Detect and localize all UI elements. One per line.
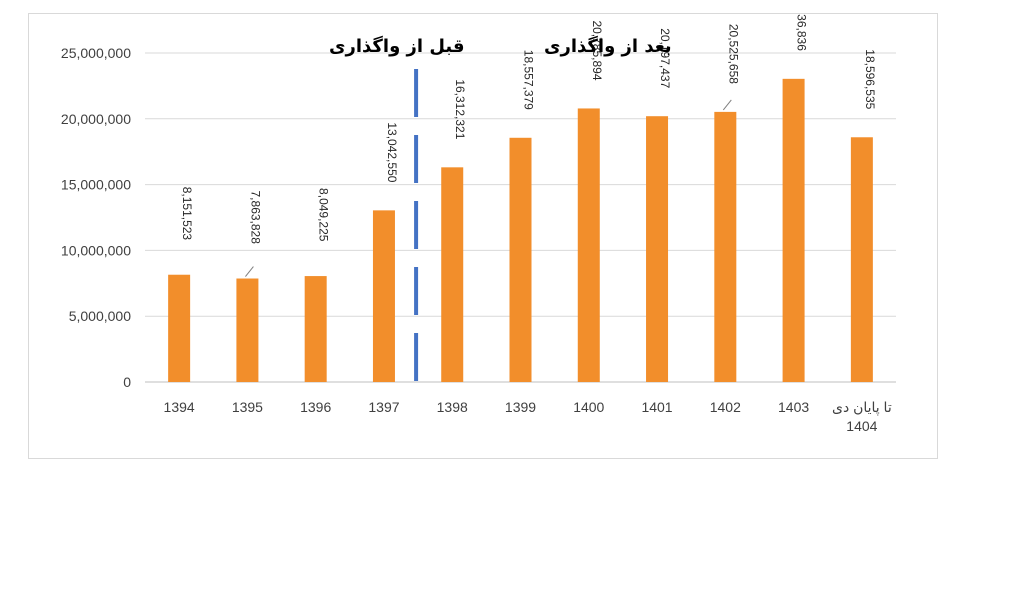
y-axis-tick-labels: 0 5,000,000 10,000,000 15,000,000 20,000,000… xyxy=(61,45,131,390)
data-label: 8,049,225 xyxy=(317,188,331,242)
x-tick-label: 1399 xyxy=(505,399,536,415)
data-label: 13,042,550 xyxy=(385,122,399,182)
bar xyxy=(441,167,464,382)
data-label-leader xyxy=(722,99,732,111)
x-tick-label: 1397 xyxy=(368,399,399,415)
y-tick-label: 15,000,000 xyxy=(61,177,131,193)
bar xyxy=(372,210,395,382)
x-tick-label: 1396 xyxy=(300,399,331,415)
bar xyxy=(168,274,191,382)
data-labels: 8,151,523 7,863,828 8,049,225 13,042,550 16,… xyxy=(180,14,877,277)
annotation-before-privatization: قبل از واگذاری xyxy=(329,35,465,57)
x-tick-label: 1404 xyxy=(846,418,877,434)
bar xyxy=(714,111,737,383)
data-label-leader xyxy=(245,266,254,277)
x-tick-label: 1401 xyxy=(641,399,672,415)
bar xyxy=(304,276,327,382)
chart-frame: 0 5,000,000 10,000,000 15,000,000 20,000,000… xyxy=(28,13,938,459)
y-tick-label: 0 xyxy=(123,374,131,390)
bars xyxy=(168,78,873,383)
data-label: 23,036,836 xyxy=(795,14,809,51)
data-label: 20,525,658 xyxy=(726,24,740,84)
x-tick-label: 1394 xyxy=(164,399,195,415)
y-tick-label: 10,000,000 xyxy=(61,242,131,258)
data-label: 20,197,437 xyxy=(658,28,672,88)
x-tick-label: تا پایان دی xyxy=(832,399,892,416)
x-tick-label: 1403 xyxy=(778,399,809,415)
x-tick-label: 1402 xyxy=(710,399,741,415)
data-label: 8,151,523 xyxy=(180,187,194,241)
bar-chart: 0 5,000,000 10,000,000 15,000,000 20,000,000… xyxy=(61,14,896,434)
bar xyxy=(850,137,873,382)
x-tick-label: 1398 xyxy=(437,399,468,415)
annotation-after-privatization: بعد از واگذاری xyxy=(544,35,672,57)
y-tick-label: 20,000,000 xyxy=(61,111,131,127)
x-tick-label: 1395 xyxy=(232,399,263,415)
bar xyxy=(782,78,805,382)
data-label: 7,863,828 xyxy=(248,191,262,245)
bar xyxy=(236,278,259,382)
data-label: 18,596,535 xyxy=(863,49,877,109)
y-tick-label: 25,000,000 xyxy=(61,45,131,61)
data-label: 18,557,379 xyxy=(522,50,536,110)
x-tick-label: 1400 xyxy=(573,399,604,415)
data-label: 16,312,321 xyxy=(453,79,467,139)
x-axis-tick-labels: 1394 1395 1396 1397 1398 1399 1400 1401 1402 1403… xyxy=(164,399,892,434)
bar xyxy=(577,108,600,382)
data-label: 20,785,894 xyxy=(590,20,604,80)
y-tick-label: 5,000,000 xyxy=(69,308,131,324)
bar xyxy=(646,116,669,383)
bar xyxy=(509,137,532,382)
